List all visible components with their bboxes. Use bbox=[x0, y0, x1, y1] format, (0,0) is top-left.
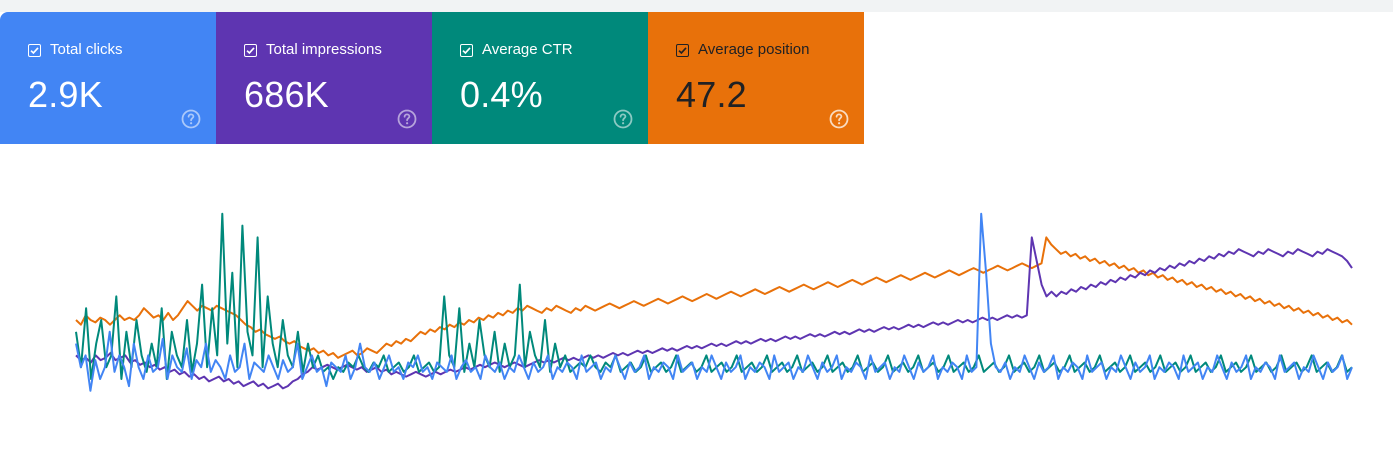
metric-card-total-impressions[interactable]: Total impressions 686K bbox=[216, 12, 432, 144]
series-line-total-impressions bbox=[75, 236, 1353, 390]
card-header: Average position bbox=[676, 41, 809, 59]
card-value: 47.2 bbox=[676, 74, 747, 115]
series-line-total-clicks bbox=[75, 212, 1353, 392]
checkbox-checked-icon[interactable] bbox=[676, 43, 689, 57]
metric-card-total-clicks[interactable]: Total clicks 2.9K bbox=[0, 12, 216, 144]
checkbox-checked-icon[interactable] bbox=[28, 43, 41, 57]
card-header: Total clicks bbox=[28, 41, 123, 59]
help-circle-icon[interactable] bbox=[829, 109, 849, 129]
card-label: Average position bbox=[698, 41, 810, 58]
checkbox-checked-icon[interactable] bbox=[460, 43, 473, 57]
card-value: 686K bbox=[244, 74, 329, 115]
help-circle-icon[interactable] bbox=[613, 109, 633, 129]
help-circle-icon[interactable] bbox=[397, 109, 417, 129]
card-value: 2.9K bbox=[28, 74, 103, 115]
card-label: Average CTR bbox=[482, 41, 573, 58]
checkbox-checked-icon[interactable] bbox=[244, 43, 257, 57]
card-value: 0.4% bbox=[460, 74, 543, 115]
metric-cards: Total clicks 2.9K Total impressions 686K bbox=[0, 12, 864, 144]
performance-line-chart[interactable] bbox=[0, 180, 1393, 449]
card-header: Total impressions bbox=[244, 41, 382, 59]
card-label: Total impressions bbox=[266, 41, 382, 58]
metric-card-average-position[interactable]: Average position 47.2 bbox=[648, 12, 864, 144]
card-label: Total clicks bbox=[50, 41, 123, 58]
card-header: Average CTR bbox=[460, 41, 573, 59]
top-strip bbox=[0, 0, 1393, 12]
metric-card-average-ctr[interactable]: Average CTR 0.4% bbox=[432, 12, 648, 144]
help-circle-icon[interactable] bbox=[181, 109, 201, 129]
series-line-average-ctr bbox=[75, 212, 1353, 380]
